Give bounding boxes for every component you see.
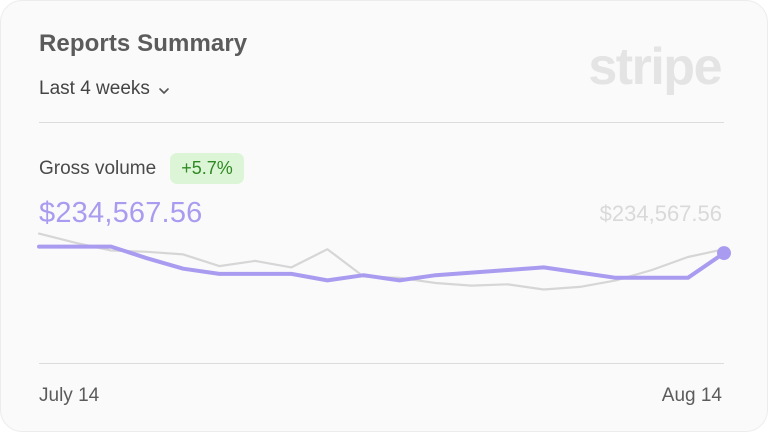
chart-baseline xyxy=(39,363,724,364)
chevron-down-icon xyxy=(159,87,169,94)
card-title: Reports Summary xyxy=(39,30,248,57)
current-value-point xyxy=(717,246,731,261)
x-axis-start-label: July 14 xyxy=(39,385,100,406)
change-badge: +5.7% xyxy=(170,153,244,184)
compare-value: $234,567.56 xyxy=(599,201,722,226)
x-axis-end-label: Aug 14 xyxy=(661,385,722,406)
metric-label: Gross volume xyxy=(39,157,157,179)
metric-header: Gross volume +5.7% xyxy=(39,153,244,184)
primary-series-line xyxy=(37,244,726,283)
metric-value: $234,567.56 xyxy=(39,197,203,229)
date-range-label: Last 4 weeks xyxy=(39,78,150,99)
date-range-dropdown[interactable]: Last 4 weeks xyxy=(39,78,170,100)
comparison-series-line xyxy=(37,232,726,291)
header-divider xyxy=(39,122,724,123)
stripe-logo: stripe xyxy=(588,38,722,96)
